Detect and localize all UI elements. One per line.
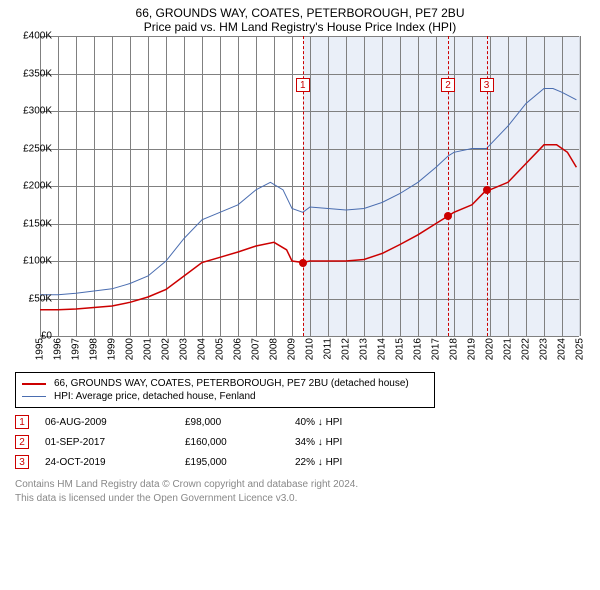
event-row: 2 01-SEP-2017 £160,000 34% ↓ HPI: [15, 432, 590, 452]
event-number-box: 3: [480, 78, 494, 92]
legend-label: HPI: Average price, detached house, Fenl…: [54, 391, 256, 402]
plot-area: £0£50K£100K£150K£200K£250K£300K£350K£400…: [40, 36, 600, 366]
x-tick-label: 2000: [125, 338, 136, 360]
x-tick-label: 2023: [539, 338, 550, 360]
legend: 66, GROUNDS WAY, COATES, PETERBOROUGH, P…: [15, 372, 435, 408]
x-tick-label: 2007: [251, 338, 262, 360]
y-tick-label: £150K: [23, 218, 52, 229]
x-tick-label: 2013: [359, 338, 370, 360]
event-date: 24-OCT-2019: [45, 457, 185, 468]
gridline-vertical: [580, 36, 581, 336]
event-number-box: 2: [441, 78, 455, 92]
x-tick-label: 2006: [233, 338, 244, 360]
x-tick-label: 2008: [269, 338, 280, 360]
y-tick-label: £300K: [23, 106, 52, 117]
event-price: £98,000: [185, 417, 295, 428]
x-tick-label: 1999: [107, 338, 118, 360]
legend-row: 66, GROUNDS WAY, COATES, PETERBOROUGH, P…: [22, 377, 428, 390]
event-marker: [444, 212, 452, 220]
x-tick-label: 2020: [485, 338, 496, 360]
title-line1: 66, GROUNDS WAY, COATES, PETERBOROUGH, P…: [10, 6, 590, 20]
x-tick-label: 2014: [377, 338, 388, 360]
gridline-horizontal: [40, 336, 579, 337]
event-row: 1 06-AUG-2009 £98,000 40% ↓ HPI: [15, 412, 590, 432]
x-tick-label: 1998: [89, 338, 100, 360]
x-tick-label: 2025: [575, 338, 586, 360]
event-number-box: 1: [296, 78, 310, 92]
x-tick-label: 1996: [53, 338, 64, 360]
chart-lines: [40, 36, 580, 336]
legend-row: HPI: Average price, detached house, Fenl…: [22, 390, 428, 403]
event-marker: [299, 259, 307, 267]
event-number-box: 1: [15, 415, 29, 429]
y-tick-label: £250K: [23, 143, 52, 154]
event-date: 06-AUG-2009: [45, 417, 185, 428]
x-tick-label: 2012: [341, 338, 352, 360]
x-tick-label: 2001: [143, 338, 154, 360]
event-marker: [483, 186, 491, 194]
attribution-line1: Contains HM Land Registry data © Crown c…: [15, 478, 590, 492]
x-tick-label: 2024: [557, 338, 568, 360]
x-tick-label: 2002: [161, 338, 172, 360]
x-tick-label: 2021: [503, 338, 514, 360]
x-tick-label: 1997: [71, 338, 82, 360]
x-tick-label: 2022: [521, 338, 532, 360]
legend-label: 66, GROUNDS WAY, COATES, PETERBOROUGH, P…: [54, 378, 409, 389]
figure-container: 66, GROUNDS WAY, COATES, PETERBOROUGH, P…: [0, 0, 600, 505]
y-tick-label: £350K: [23, 68, 52, 79]
x-tick-label: 2011: [323, 338, 334, 360]
title-block: 66, GROUNDS WAY, COATES, PETERBOROUGH, P…: [0, 0, 600, 36]
y-tick-label: £200K: [23, 181, 52, 192]
event-price: £195,000: [185, 457, 295, 468]
series-line-hpi: [40, 89, 576, 295]
event-number-box: 3: [15, 455, 29, 469]
x-tick-label: 2019: [467, 338, 478, 360]
attribution-line2: This data is licensed under the Open Gov…: [15, 492, 590, 506]
x-tick-label: 2010: [305, 338, 316, 360]
x-tick-label: 2003: [179, 338, 190, 360]
x-tick-label: 1995: [35, 338, 46, 360]
event-number-box: 2: [15, 435, 29, 449]
event-price: £160,000: [185, 437, 295, 448]
series-line-price_paid: [40, 145, 576, 310]
event-delta: 34% ↓ HPI: [295, 437, 342, 448]
y-tick-label: £50K: [29, 293, 52, 304]
legend-swatch: [22, 396, 46, 397]
x-tick-label: 2017: [431, 338, 442, 360]
x-tick-label: 2004: [197, 338, 208, 360]
attribution: Contains HM Land Registry data © Crown c…: [15, 478, 590, 505]
title-line2: Price paid vs. HM Land Registry's House …: [10, 20, 590, 34]
y-tick-label: £400K: [23, 31, 52, 42]
x-tick-label: 2015: [395, 338, 406, 360]
event-delta: 40% ↓ HPI: [295, 417, 342, 428]
y-tick-label: £100K: [23, 256, 52, 267]
events-list: 1 06-AUG-2009 £98,000 40% ↓ HPI 2 01-SEP…: [15, 412, 590, 472]
x-tick-label: 2009: [287, 338, 298, 360]
x-tick-label: 2005: [215, 338, 226, 360]
event-date: 01-SEP-2017: [45, 437, 185, 448]
event-row: 3 24-OCT-2019 £195,000 22% ↓ HPI: [15, 452, 590, 472]
event-delta: 22% ↓ HPI: [295, 457, 342, 468]
x-tick-label: 2016: [413, 338, 424, 360]
x-tick-label: 2018: [449, 338, 460, 360]
legend-swatch: [22, 383, 46, 385]
